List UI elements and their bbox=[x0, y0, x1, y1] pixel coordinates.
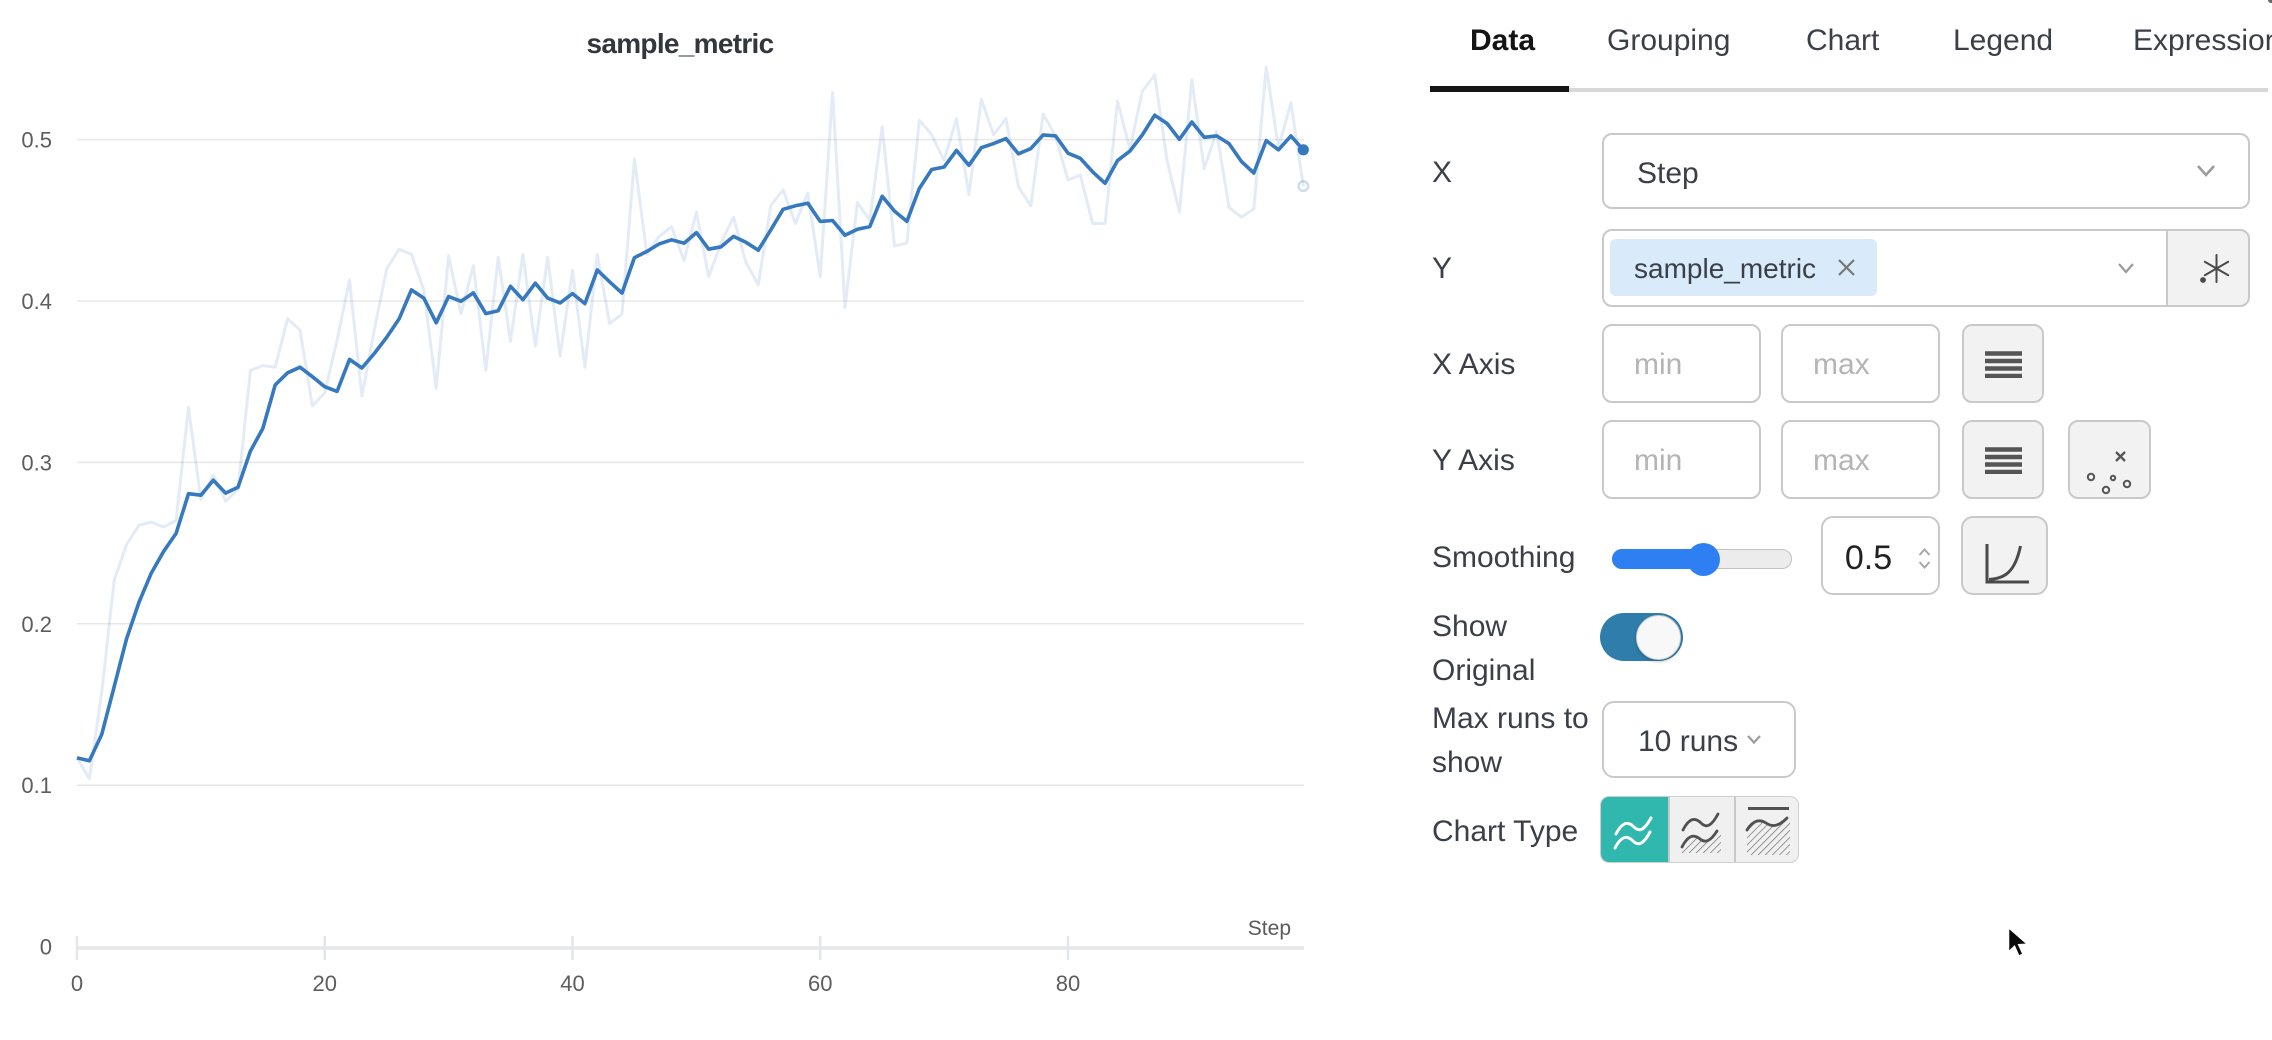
svg-text:60: 60 bbox=[808, 971, 832, 996]
svg-text:0.5: 0.5 bbox=[21, 128, 52, 153]
svg-text:Step: Step bbox=[1248, 917, 1291, 940]
svg-text:0: 0 bbox=[40, 935, 52, 960]
svg-text:0: 0 bbox=[71, 971, 83, 996]
svg-text:0.2: 0.2 bbox=[21, 612, 52, 637]
svg-text:0.1: 0.1 bbox=[21, 773, 52, 798]
svg-text:20: 20 bbox=[312, 971, 336, 996]
svg-text:0.4: 0.4 bbox=[21, 289, 52, 314]
svg-text:40: 40 bbox=[560, 971, 584, 996]
svg-text:sample_metric: sample_metric bbox=[586, 28, 773, 59]
svg-text:80: 80 bbox=[1056, 971, 1080, 996]
svg-text:0.3: 0.3 bbox=[21, 450, 52, 475]
